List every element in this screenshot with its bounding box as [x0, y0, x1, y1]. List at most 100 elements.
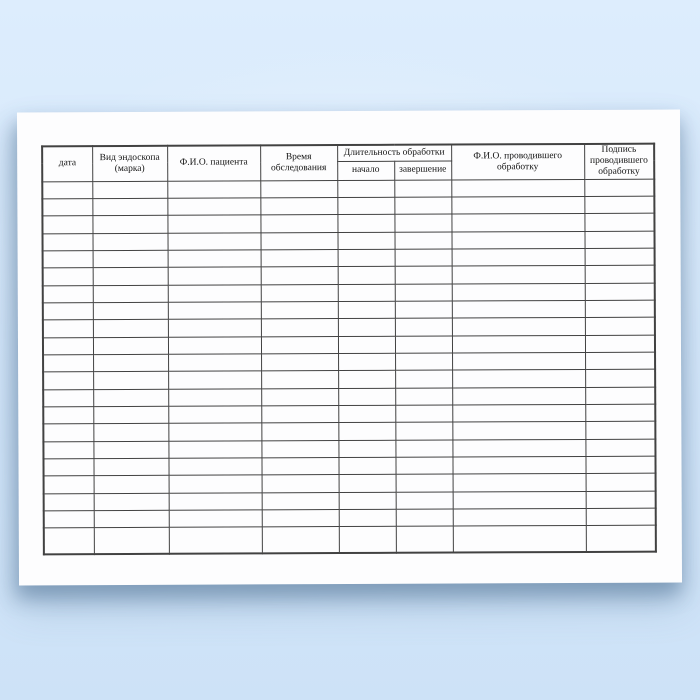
- empty-cell: [452, 525, 586, 553]
- empty-cell: [394, 301, 452, 319]
- empty-cell: [43, 493, 94, 511]
- empty-cell: [92, 198, 168, 216]
- empty-cell: [168, 388, 262, 407]
- empty-cell: [167, 336, 262, 355]
- empty-cell: [337, 318, 395, 337]
- empty-cell: [261, 353, 339, 372]
- col-header-endoscope-type: Вид эндоскопа (марка): [92, 145, 168, 182]
- empty-cell: [337, 249, 395, 267]
- empty-cell: [338, 405, 396, 423]
- empty-cell: [93, 527, 169, 555]
- empty-cell: [452, 387, 586, 406]
- empty-cell: [584, 265, 655, 284]
- empty-cell: [260, 284, 338, 302]
- empty-cell: [585, 456, 656, 474]
- empty-cell: [338, 370, 396, 389]
- empty-cell: [260, 197, 338, 216]
- col-header-exam-time: Время обследования: [260, 145, 338, 181]
- empty-cell: [338, 440, 396, 458]
- col-header-patient-name: Ф.И.О. пациента: [167, 145, 261, 181]
- empty-cell: [395, 491, 453, 510]
- empty-cell: [395, 457, 453, 475]
- empty-cell: [452, 404, 586, 423]
- empty-cell: [42, 181, 93, 199]
- empty-cell: [395, 405, 453, 423]
- empty-cell: [167, 215, 261, 233]
- empty-cell: [168, 353, 262, 372]
- empty-cell: [337, 336, 396, 354]
- empty-cell: [585, 525, 656, 553]
- empty-cell: [260, 214, 338, 233]
- empty-cell: [584, 282, 655, 301]
- empty-cell: [585, 438, 656, 457]
- empty-cell: [43, 528, 94, 555]
- empty-cell: [395, 387, 453, 406]
- empty-cell: [584, 196, 655, 214]
- empty-cell: [395, 370, 453, 389]
- empty-cell: [168, 527, 262, 554]
- empty-cell: [261, 527, 339, 554]
- empty-cell: [43, 354, 94, 373]
- empty-cell: [337, 197, 395, 215]
- empty-cell: [261, 440, 339, 458]
- empty-cell: [168, 405, 262, 424]
- empty-cell: [451, 265, 585, 284]
- empty-cell: [167, 232, 261, 251]
- empty-cell: [395, 439, 453, 458]
- empty-cell: [584, 334, 656, 353]
- empty-cell: [92, 180, 168, 199]
- empty-cell: [584, 230, 655, 249]
- empty-cell: [92, 267, 168, 286]
- empty-cell: [585, 421, 656, 440]
- empty-cell: [167, 249, 261, 268]
- empty-cell: [260, 318, 338, 337]
- empty-cell: [451, 231, 585, 250]
- empty-cell: [338, 526, 396, 554]
- empty-cell: [92, 215, 168, 234]
- empty-cell: [260, 301, 338, 320]
- empty-cell: [337, 301, 395, 319]
- empty-cell: [338, 492, 396, 510]
- empty-cell: [585, 473, 656, 492]
- empty-cell: [261, 405, 339, 424]
- empty-cell: [395, 509, 453, 527]
- empty-cell: [394, 249, 452, 267]
- col-header-date: дата: [42, 146, 93, 182]
- empty-cell: [43, 406, 94, 425]
- endoscope-processing-log-table: дата Вид эндоскопа (марка) Ф.И.О. пациен…: [41, 142, 657, 556]
- empty-cell: [394, 335, 453, 354]
- empty-cell: [585, 386, 656, 405]
- empty-cell: [43, 458, 94, 477]
- empty-cell: [260, 249, 338, 268]
- empty-cell: [167, 284, 261, 303]
- empty-cell: [584, 300, 655, 318]
- empty-cell: [394, 266, 452, 284]
- empty-cell: [93, 354, 169, 373]
- empty-cell: [42, 319, 93, 338]
- empty-cell: [42, 250, 93, 269]
- empty-cell: [93, 441, 169, 459]
- empty-cell: [452, 369, 586, 388]
- empty-cell: [42, 215, 93, 234]
- empty-cell: [584, 317, 655, 336]
- empty-cell: [584, 178, 655, 197]
- empty-cell: [43, 372, 94, 390]
- empty-cell: [338, 509, 396, 528]
- empty-cell: [260, 336, 339, 354]
- empty-cell: [452, 456, 586, 475]
- paper-sheet: дата Вид эндоскопа (марка) Ф.И.О. пациен…: [16, 109, 683, 586]
- empty-cell: [585, 508, 656, 526]
- empty-cell: [167, 267, 261, 285]
- empty-cell: [43, 389, 94, 407]
- empty-cell: [93, 510, 169, 529]
- empty-cell: [395, 526, 453, 553]
- empty-cell: [337, 283, 395, 302]
- empty-cell: [452, 473, 586, 492]
- empty-cell: [167, 319, 261, 337]
- empty-cell: [337, 214, 395, 233]
- empty-cell: [584, 213, 655, 232]
- empty-cell: [168, 510, 262, 528]
- empty-cell: [261, 370, 339, 389]
- empty-cell: [93, 371, 169, 390]
- empty-cell: [451, 213, 585, 232]
